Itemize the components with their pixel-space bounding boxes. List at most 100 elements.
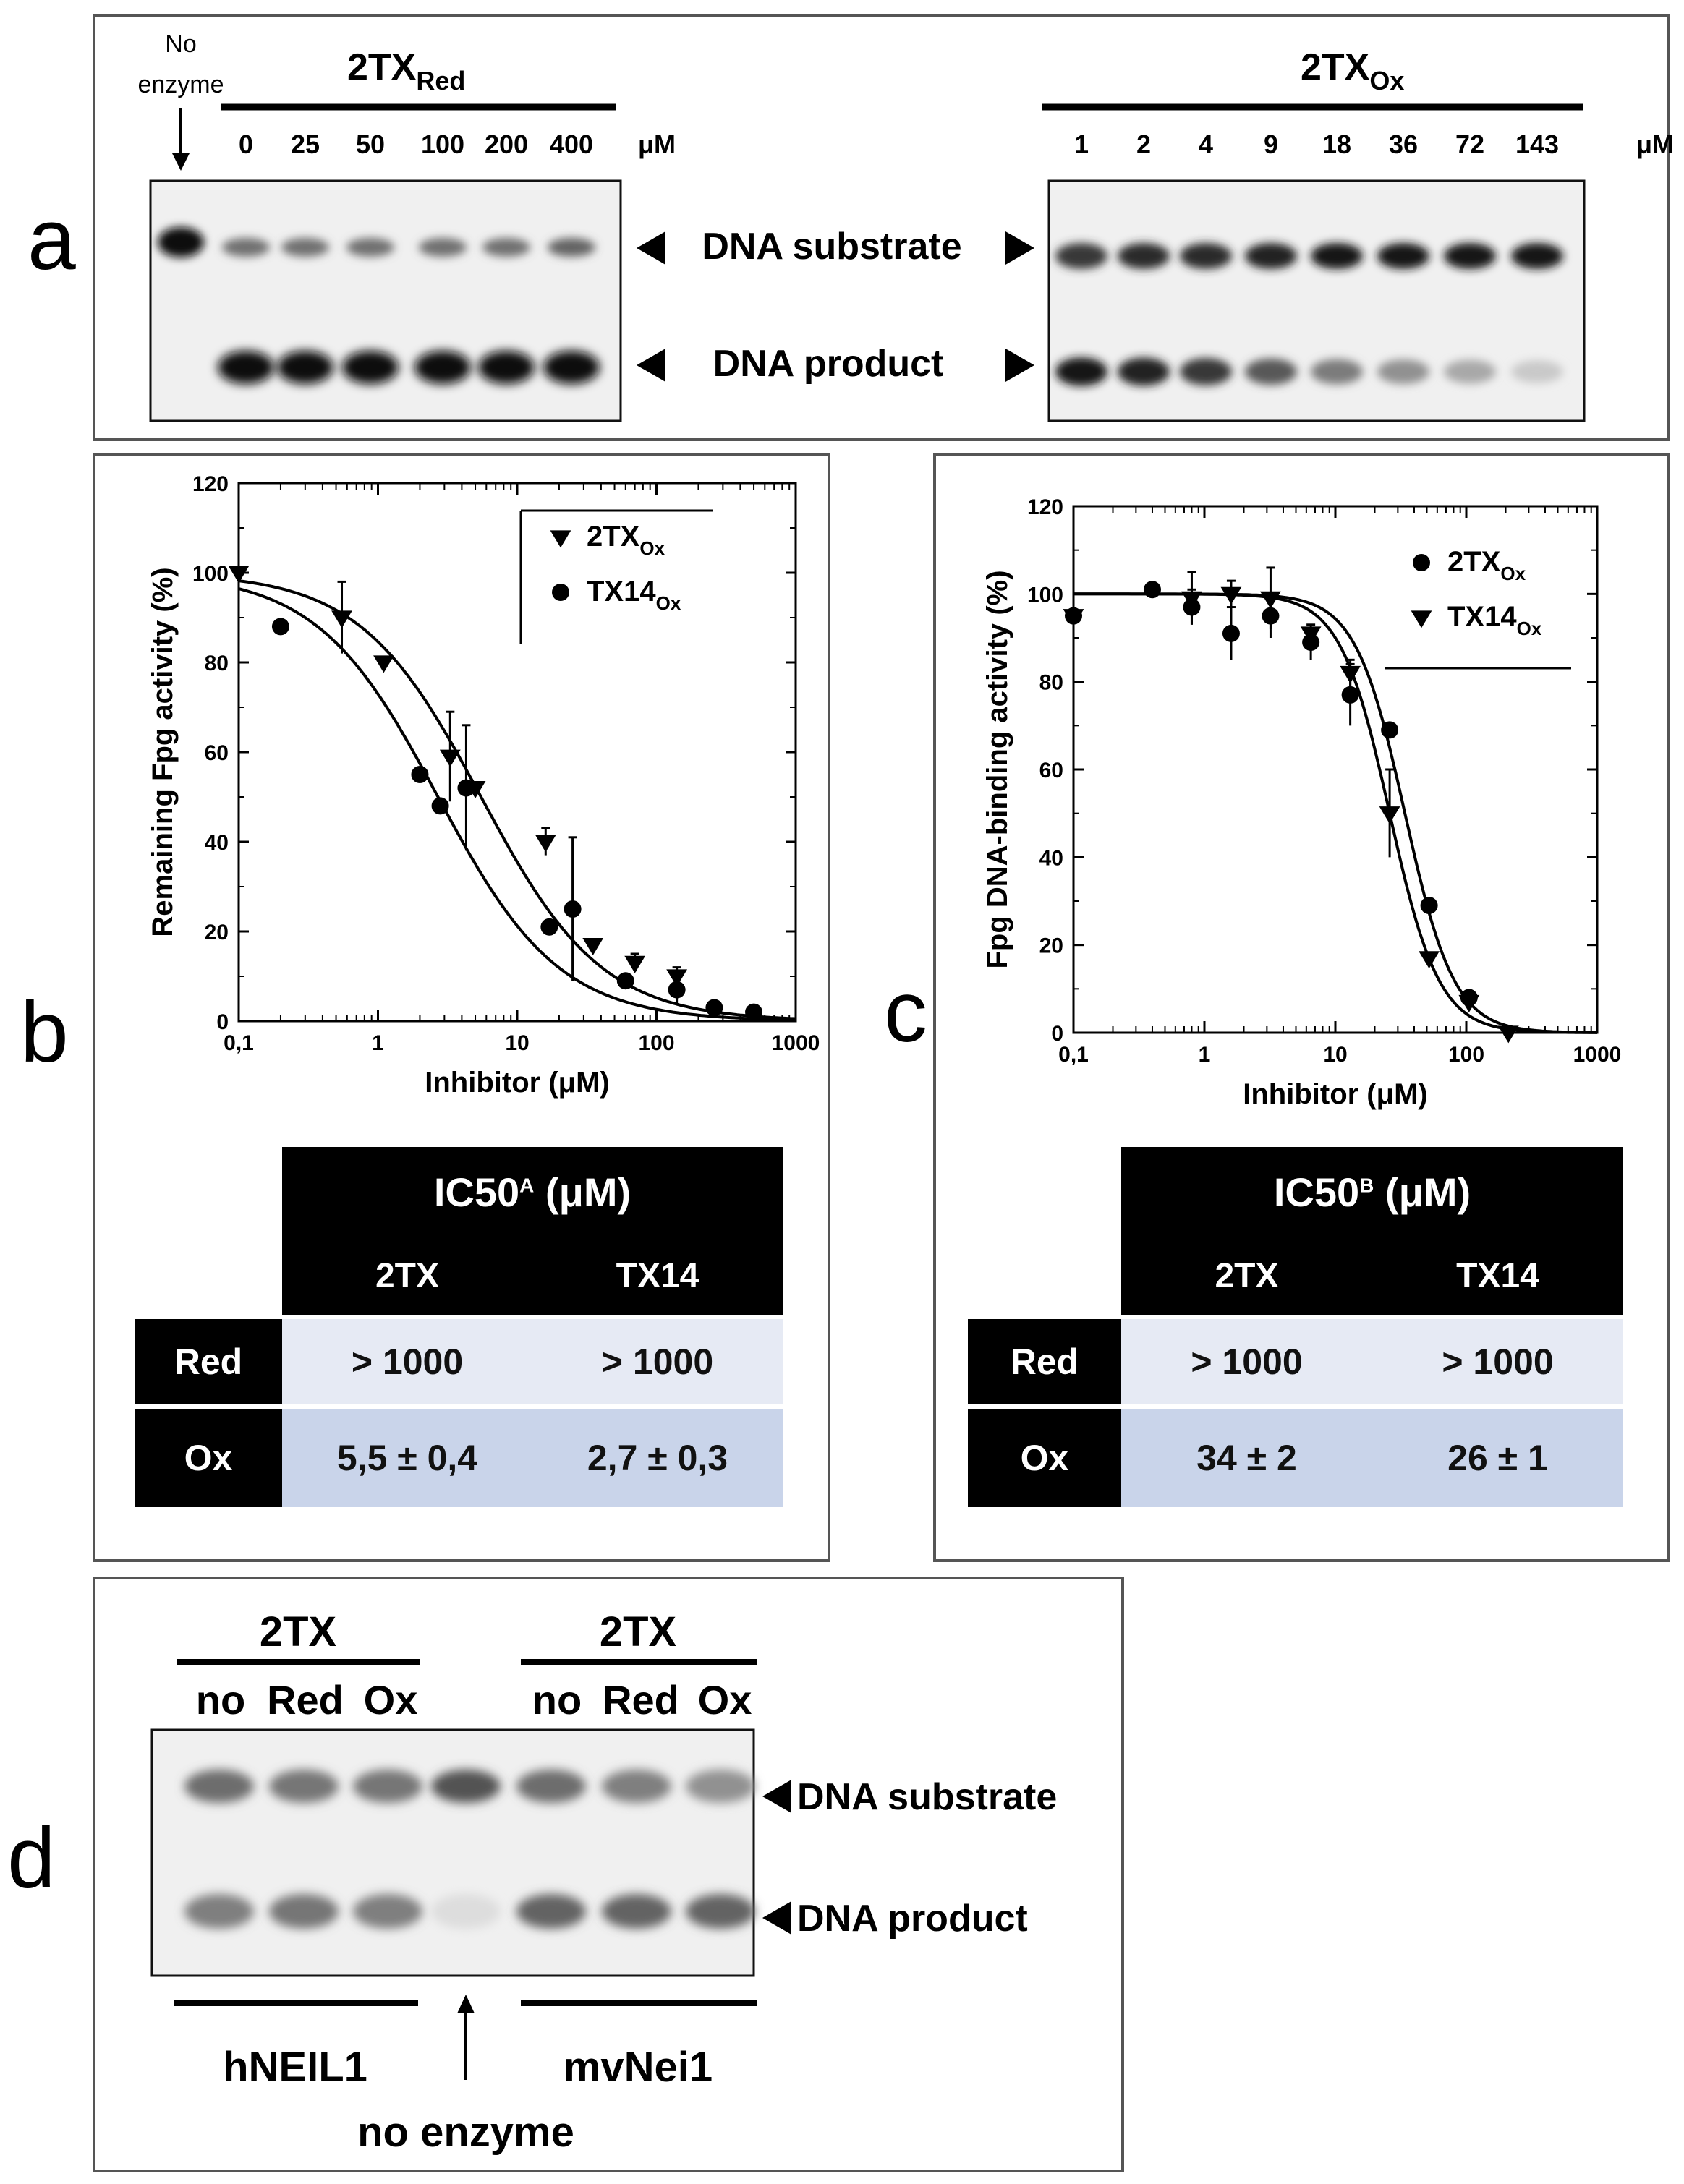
fit-curve-2tx xyxy=(1073,592,1597,1034)
x-axis-label: Inhibitor (μM) xyxy=(1243,1078,1428,1110)
table-row: Red > 1000 > 1000 xyxy=(135,1319,783,1404)
no-enzyme-arrowhead xyxy=(172,153,190,171)
x-tick-label: 0,1 xyxy=(1058,1043,1089,1067)
fit-curve-tx14 xyxy=(1073,592,1598,1034)
y-tick-label: 60 xyxy=(205,741,229,765)
x-tick-label: 1000 xyxy=(772,1031,820,1055)
gel-ox-product-band xyxy=(1118,357,1170,386)
table-c-header: IC50B (μM) xyxy=(1121,1147,1623,1237)
panel-c: c 0 20 40 60 80 100 120 0,1 1 10 100 1000 Inhibitor … xyxy=(884,453,1670,1562)
no-enzyme-line1: No xyxy=(165,30,196,58)
data-point-2tx xyxy=(439,749,461,767)
red-conc-label: 25 xyxy=(291,129,320,159)
legend-marker-2tx xyxy=(1413,554,1430,571)
gel-d-product-band xyxy=(686,1894,755,1929)
panel-b-frame xyxy=(93,453,830,1562)
d-substrate-label: DNA substrate xyxy=(797,1776,1057,1818)
gel-red-substrate-band xyxy=(222,238,270,257)
gel-d-substrate-band xyxy=(353,1770,422,1803)
data-point-tx14 xyxy=(431,797,449,815)
gel-ox-product-band xyxy=(1180,358,1232,385)
gel-d-substrate-band xyxy=(516,1770,586,1803)
table-c-col-tx14: TX14 xyxy=(1372,1237,1623,1315)
gel-d-substrate-band xyxy=(431,1770,501,1803)
gel-red-product-band xyxy=(543,351,600,384)
lane-label-red-2: Red xyxy=(603,1677,679,1723)
ox-conc-label: 1 xyxy=(1074,129,1089,159)
ox-conc-label: 143 xyxy=(1515,129,1559,159)
x-tick-label: 10 xyxy=(1323,1043,1347,1067)
gel-d-bands xyxy=(184,1770,755,1929)
gel-red-substrate-band xyxy=(548,238,595,257)
substrate-label: DNA substrate xyxy=(702,226,961,268)
table-b-corner xyxy=(135,1147,282,1237)
panel-d-frame xyxy=(93,1577,1124,2172)
lane-label-ox-2: Ox xyxy=(698,1677,752,1723)
data-point-tx14 xyxy=(1340,665,1361,683)
no-enzyme-label-d: no enzyme xyxy=(357,2109,574,2156)
gel-ox-substrate-band xyxy=(1245,243,1297,269)
data-point-tx14 xyxy=(1300,626,1322,644)
table-b: IC50A (μM) 2TX TX14 Red > 1000 > 1000 Ox… xyxy=(135,1147,783,1507)
gel-ox-product-band xyxy=(1377,359,1429,384)
panel-d-label: d xyxy=(7,1809,56,1906)
table-row: Ox 34 ± 2 26 ± 1 xyxy=(968,1409,1623,1507)
gel-ox-substrate-band xyxy=(1311,243,1363,269)
gel-red-substrate-band xyxy=(419,238,467,257)
ox-concentration-labels: 1 2 4 9 18 36 72 143 xyxy=(1074,129,1559,159)
gel-d-substrate-band xyxy=(184,1770,254,1803)
table-b-row-red: Red xyxy=(135,1319,282,1404)
x-tick-label: 0,1 xyxy=(224,1031,254,1055)
gel-d-substrate-band xyxy=(602,1770,671,1803)
data-point-2tx xyxy=(1143,581,1161,599)
product-arrow-left xyxy=(637,349,665,382)
y-tick-label: 20 xyxy=(205,921,229,944)
table-b-ox-2tx: 5,5 ± 0,4 xyxy=(282,1409,532,1507)
panel-c-frame xyxy=(933,453,1670,1562)
gel-red-substrate-band xyxy=(482,238,530,257)
x-axis-label: Inhibitor (μM) xyxy=(425,1067,610,1099)
gel-d-product-band xyxy=(269,1894,339,1929)
y-tick-label: 0 xyxy=(1051,1022,1063,1046)
gel-red-product-band xyxy=(478,351,535,384)
fit-curve-2tx xyxy=(238,579,796,1020)
data-point-tx14 xyxy=(1497,1025,1519,1044)
gel-ox-product-band xyxy=(1055,357,1107,386)
substrate-arrow-right xyxy=(1005,231,1034,265)
y-tick-label: 40 xyxy=(1039,846,1063,870)
plot-area xyxy=(237,482,797,1023)
gel-red-bands xyxy=(158,227,600,384)
table-b-col-2tx: 2TX xyxy=(282,1237,532,1315)
gel-ox-product-band xyxy=(1444,359,1496,384)
table-b-ox-tx14: 2,7 ± 0,3 xyxy=(532,1409,783,1507)
table-b-header: IC50A (μM) xyxy=(282,1147,783,1237)
gel-ox xyxy=(1047,179,1586,422)
table-c-ox-tx14: 26 ± 1 xyxy=(1372,1409,1623,1507)
gel-ox-product-band xyxy=(1511,360,1563,383)
red-conc-label: 200 xyxy=(485,129,528,159)
y-tick-label: 20 xyxy=(1039,934,1063,958)
substrate-arrow-left xyxy=(637,231,665,265)
panel-b-label: b xyxy=(20,984,69,1080)
red-title: 2TXRed xyxy=(347,46,465,95)
chart-b: 0 20 40 60 80 100 120 0,1 1 10 100 1000 Inhibitor (μ… xyxy=(147,472,820,1099)
lane-label-no-1: no xyxy=(196,1677,245,1723)
ox-conc-label: 9 xyxy=(1264,129,1278,159)
y-tick-label: 100 xyxy=(192,562,229,586)
data-point-tx14 xyxy=(1181,591,1202,609)
table-row: Red > 1000 > 1000 xyxy=(968,1319,1623,1404)
panel-b: b 0 20 40 60 80 100 120 0,1 1 10 100 1000 Inhibitor … xyxy=(20,453,830,1562)
x-tick-label: 1 xyxy=(372,1031,384,1055)
gel-red-substrate-band xyxy=(158,227,204,257)
gel-d-product-band xyxy=(353,1894,422,1929)
gel-red-product-band xyxy=(218,351,274,384)
panel-a-frame xyxy=(93,14,1670,441)
data-point-2tx xyxy=(1420,897,1438,915)
data-point-tx14 xyxy=(457,779,475,797)
data-point-tx14 xyxy=(705,999,723,1017)
gel-d-product-band xyxy=(431,1894,501,1929)
legend-marker-2tx xyxy=(550,530,571,548)
enzyme1-label: hNEIL1 xyxy=(223,2044,367,2091)
gel-d-substrate-band xyxy=(269,1770,339,1803)
